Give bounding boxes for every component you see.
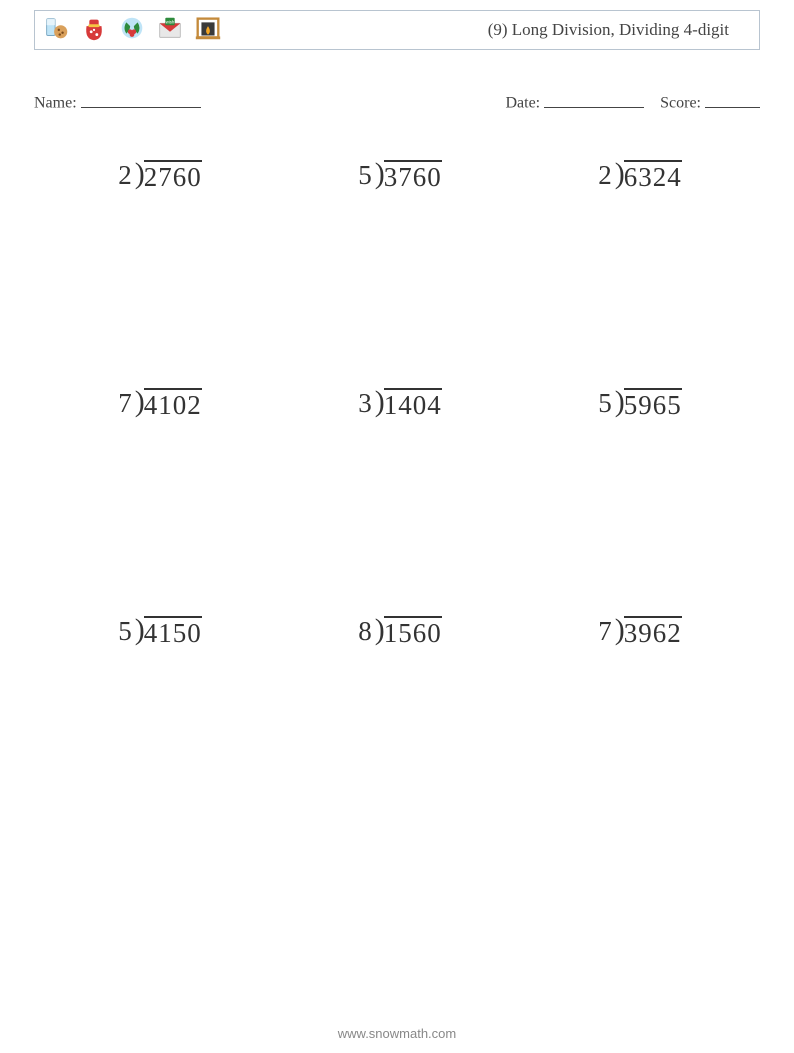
divisor: 5 xyxy=(358,160,373,193)
division-problem: 7)4102 xyxy=(60,388,260,421)
name-label: Name: xyxy=(34,95,77,112)
score-label: Score: xyxy=(660,95,701,112)
score-blank[interactable] xyxy=(705,90,760,108)
divisor: 5 xyxy=(118,616,133,649)
date-blank[interactable] xyxy=(544,90,644,108)
holly-icon xyxy=(117,13,147,48)
dividend: 6324 xyxy=(624,160,682,193)
divisor: 8 xyxy=(358,616,373,649)
problem-row: 5)4150 8)1560 7)3962 xyxy=(60,616,740,649)
name-blank[interactable] xyxy=(81,90,201,108)
header-icons: wish xyxy=(35,13,223,48)
dividend: 1560 xyxy=(384,616,442,649)
dividend: 3760 xyxy=(384,160,442,193)
dividend: 3962 xyxy=(624,616,682,649)
division-problem: 7)3962 xyxy=(540,616,740,649)
division-problem: 8)1560 xyxy=(300,616,500,649)
gift-sack-icon xyxy=(79,13,109,48)
cookies-milk-icon xyxy=(41,13,71,48)
footer-url: www.snowmath.com xyxy=(0,1026,794,1041)
problem-row: 2)2760 5)3760 2)6324 xyxy=(60,160,740,193)
division-problem: 2)6324 xyxy=(540,160,740,193)
division-problem: 5)3760 xyxy=(300,160,500,193)
division-problem: 3)1404 xyxy=(300,388,500,421)
fireplace-icon xyxy=(193,13,223,48)
divisor: 2 xyxy=(598,160,613,193)
divisor: 3 xyxy=(358,388,373,421)
svg-text:wish: wish xyxy=(166,19,175,24)
dividend: 4150 xyxy=(144,616,202,649)
dividend: 1404 xyxy=(384,388,442,421)
worksheet-title: (9) Long Division, Dividing 4-digit xyxy=(488,20,729,40)
worksheet-header: wish (9) Long Division, Dividing 4-digit xyxy=(34,10,760,50)
divisor: 5 xyxy=(598,388,613,421)
division-problem: 5)5965 xyxy=(540,388,740,421)
divisor: 7 xyxy=(118,388,133,421)
dividend: 4102 xyxy=(144,388,202,421)
dividend: 2760 xyxy=(144,160,202,193)
problems-grid: 2)2760 5)3760 2)6324 7)4102 3)1404 5)596… xyxy=(60,160,740,844)
division-problem: 5)4150 xyxy=(60,616,260,649)
problem-row: 7)4102 3)1404 5)5965 xyxy=(60,388,740,421)
dividend: 5965 xyxy=(624,388,682,421)
division-problem: 2)2760 xyxy=(60,160,260,193)
date-label: Date: xyxy=(505,95,540,112)
wish-letter-icon: wish xyxy=(155,13,185,48)
divisor: 2 xyxy=(118,160,133,193)
divisor: 7 xyxy=(598,616,613,649)
